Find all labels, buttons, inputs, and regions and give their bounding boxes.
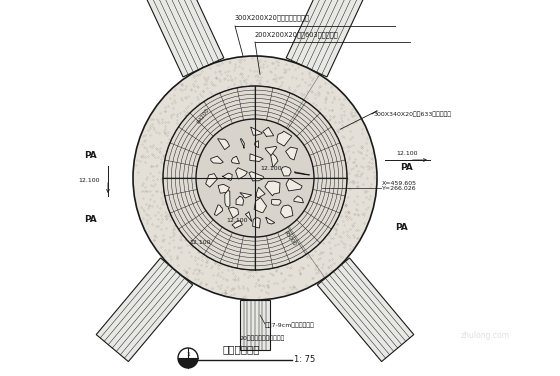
Polygon shape (295, 172, 310, 175)
Text: PA: PA (85, 215, 97, 224)
Text: 1: 75: 1: 75 (294, 355, 315, 364)
Polygon shape (218, 139, 230, 150)
Polygon shape (265, 146, 277, 156)
Polygon shape (232, 221, 242, 228)
Wedge shape (178, 358, 198, 368)
Text: 300X340X20福建633花岗石染面: 300X340X20福建633花岗石染面 (374, 111, 452, 117)
Polygon shape (206, 174, 218, 187)
Text: 20厚黄木纹文化石冰裂拼: 20厚黄木纹文化石冰裂拼 (240, 335, 286, 341)
Polygon shape (222, 173, 232, 180)
Polygon shape (249, 172, 264, 181)
Polygon shape (265, 181, 280, 196)
Polygon shape (245, 212, 252, 221)
Polygon shape (256, 187, 265, 198)
Text: PA: PA (85, 152, 97, 161)
Polygon shape (225, 191, 230, 207)
Polygon shape (231, 156, 239, 164)
Polygon shape (281, 205, 293, 218)
Text: R4200: R4200 (196, 107, 210, 125)
Text: zhulong.com: zhulong.com (460, 332, 510, 341)
Text: 12.100: 12.100 (189, 240, 211, 245)
Text: X=459.605
Y=266.026: X=459.605 Y=266.026 (382, 180, 417, 191)
Circle shape (196, 119, 314, 237)
Polygon shape (286, 0, 369, 77)
Text: 200X200X20福建603花岗石光面: 200X200X20福建603花岗石光面 (255, 31, 339, 38)
Polygon shape (294, 196, 304, 203)
Polygon shape (214, 205, 223, 215)
Polygon shape (270, 154, 278, 167)
Polygon shape (218, 184, 230, 193)
Polygon shape (250, 154, 263, 162)
Polygon shape (240, 139, 244, 148)
Text: 12.100: 12.100 (396, 151, 418, 156)
Polygon shape (96, 258, 193, 362)
Polygon shape (240, 193, 252, 198)
Polygon shape (265, 217, 275, 224)
Text: PA: PA (400, 164, 413, 173)
Polygon shape (286, 147, 297, 160)
Polygon shape (236, 196, 244, 205)
Polygon shape (132, 0, 224, 77)
Polygon shape (318, 258, 414, 362)
Text: 铺装一平面图: 铺装一平面图 (222, 344, 259, 354)
Circle shape (163, 86, 347, 270)
Text: 12.100: 12.100 (226, 218, 248, 223)
Text: PA: PA (395, 223, 408, 232)
Text: R5000: R5000 (283, 229, 297, 247)
Polygon shape (240, 300, 270, 350)
Text: 300X200X20福皮青花岗石染面: 300X200X20福皮青花岗石染面 (235, 14, 310, 21)
Polygon shape (228, 207, 239, 218)
Polygon shape (281, 167, 291, 176)
Polygon shape (272, 199, 281, 205)
Text: 粒径7-9cm白、素色石英: 粒径7-9cm白、素色石英 (265, 322, 315, 328)
Text: 1: 1 (186, 353, 190, 358)
Polygon shape (263, 127, 274, 136)
Text: 12.100: 12.100 (260, 165, 282, 170)
Polygon shape (211, 156, 223, 163)
Polygon shape (253, 218, 260, 228)
Text: 12.100: 12.100 (78, 179, 100, 183)
Polygon shape (236, 168, 248, 179)
Polygon shape (277, 131, 292, 146)
Polygon shape (255, 141, 259, 148)
Polygon shape (286, 179, 302, 191)
Circle shape (133, 56, 377, 300)
Polygon shape (251, 127, 262, 135)
Polygon shape (254, 198, 267, 212)
